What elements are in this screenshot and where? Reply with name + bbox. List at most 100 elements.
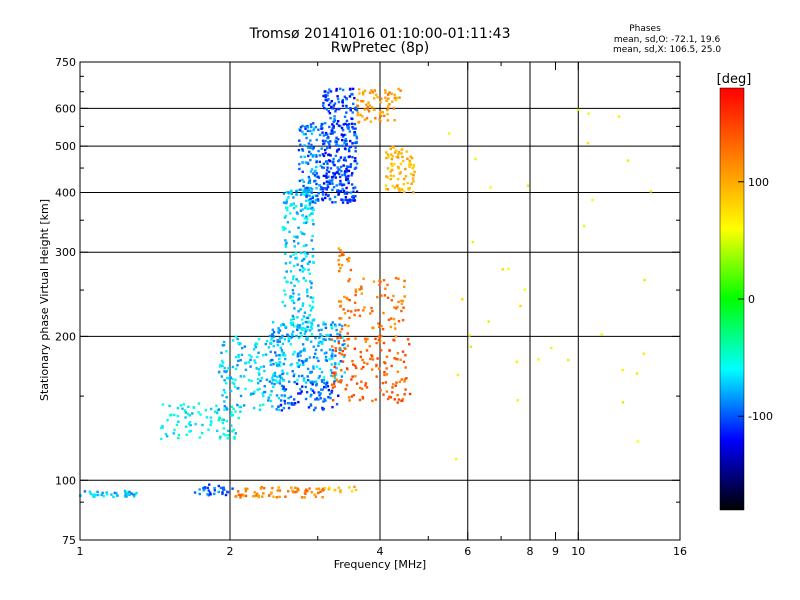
data-point [270, 491, 273, 494]
data-point [313, 352, 317, 355]
data-point [345, 97, 348, 101]
x-tick-label: 16 [673, 545, 687, 558]
data-point [299, 126, 303, 129]
data-point [132, 493, 135, 496]
x-tick-label: 2 [227, 545, 234, 558]
data-point [217, 418, 221, 422]
data-point [334, 371, 337, 374]
data-point [354, 106, 357, 110]
data-point [317, 376, 320, 380]
data-point [352, 127, 355, 130]
data-point [272, 330, 276, 334]
data-point [333, 380, 336, 383]
data-point [379, 119, 382, 123]
data-point [408, 161, 412, 165]
data-point [319, 397, 322, 400]
data-point [249, 365, 252, 368]
data-point [230, 424, 233, 427]
data-point [413, 170, 416, 174]
data-point [354, 150, 357, 153]
data-point [357, 121, 360, 124]
data-point [395, 307, 398, 310]
data-point [328, 198, 332, 201]
data-point [325, 172, 328, 175]
data-point [394, 276, 398, 280]
data-point [285, 191, 289, 194]
data-point [279, 374, 282, 377]
data-point [294, 257, 297, 260]
data-point [332, 382, 336, 385]
data-point [352, 102, 355, 106]
data-point [177, 420, 180, 423]
data-point [361, 91, 365, 94]
data-point [268, 380, 271, 383]
data-point [408, 392, 412, 396]
data-point [324, 139, 327, 143]
data-point [244, 487, 247, 490]
data-point [301, 124, 304, 128]
data-point [396, 357, 399, 361]
data-point [319, 164, 322, 168]
data-point [312, 122, 315, 125]
data-point [252, 348, 256, 351]
data-point [340, 263, 344, 267]
data-point [397, 320, 401, 323]
data-point [347, 174, 350, 178]
data-point [340, 375, 344, 378]
data-point [322, 323, 325, 326]
data-point [350, 174, 353, 177]
data-point [299, 188, 303, 191]
data-point [319, 392, 322, 395]
data-point [239, 493, 243, 497]
data-point [385, 175, 388, 178]
data-point [330, 129, 333, 132]
data-point [217, 408, 221, 411]
data-point [349, 109, 352, 112]
data-point [305, 328, 309, 332]
data-point [330, 107, 334, 110]
data-point [176, 406, 180, 410]
data-point [336, 119, 340, 123]
data-point [310, 168, 314, 171]
data-point [278, 329, 282, 332]
data-point [334, 154, 338, 158]
data-point [332, 120, 335, 123]
data-point [339, 490, 342, 494]
data-point [298, 188, 301, 192]
data-point [339, 360, 343, 363]
data-point [385, 151, 388, 154]
data-point [290, 403, 294, 406]
data-point [326, 94, 329, 97]
data-point [332, 374, 335, 378]
data-point [387, 107, 390, 110]
data-point [333, 323, 337, 326]
data-point [388, 103, 391, 106]
data-point [388, 395, 391, 398]
data-point [341, 343, 344, 347]
colorbar-tick-label: 0 [748, 293, 755, 306]
data-point [382, 311, 385, 315]
data-point [341, 187, 344, 191]
data-point [202, 486, 205, 490]
data-point [324, 151, 327, 155]
data-point [230, 411, 233, 414]
data-point [386, 153, 390, 156]
data-point [345, 367, 349, 370]
data-point [642, 352, 645, 356]
data-point [335, 373, 338, 376]
data-point [353, 141, 356, 145]
data-point [336, 332, 339, 336]
data-point [303, 496, 306, 499]
data-point [283, 399, 286, 403]
data-point [304, 132, 307, 136]
data-point [275, 364, 279, 367]
data-point [331, 178, 334, 182]
data-point [347, 396, 351, 399]
data-point [220, 351, 223, 355]
data-point [306, 288, 309, 291]
data-point [322, 378, 326, 382]
data-point [376, 295, 379, 299]
data-point [269, 363, 273, 366]
data-point [396, 352, 400, 355]
data-point [244, 494, 248, 498]
